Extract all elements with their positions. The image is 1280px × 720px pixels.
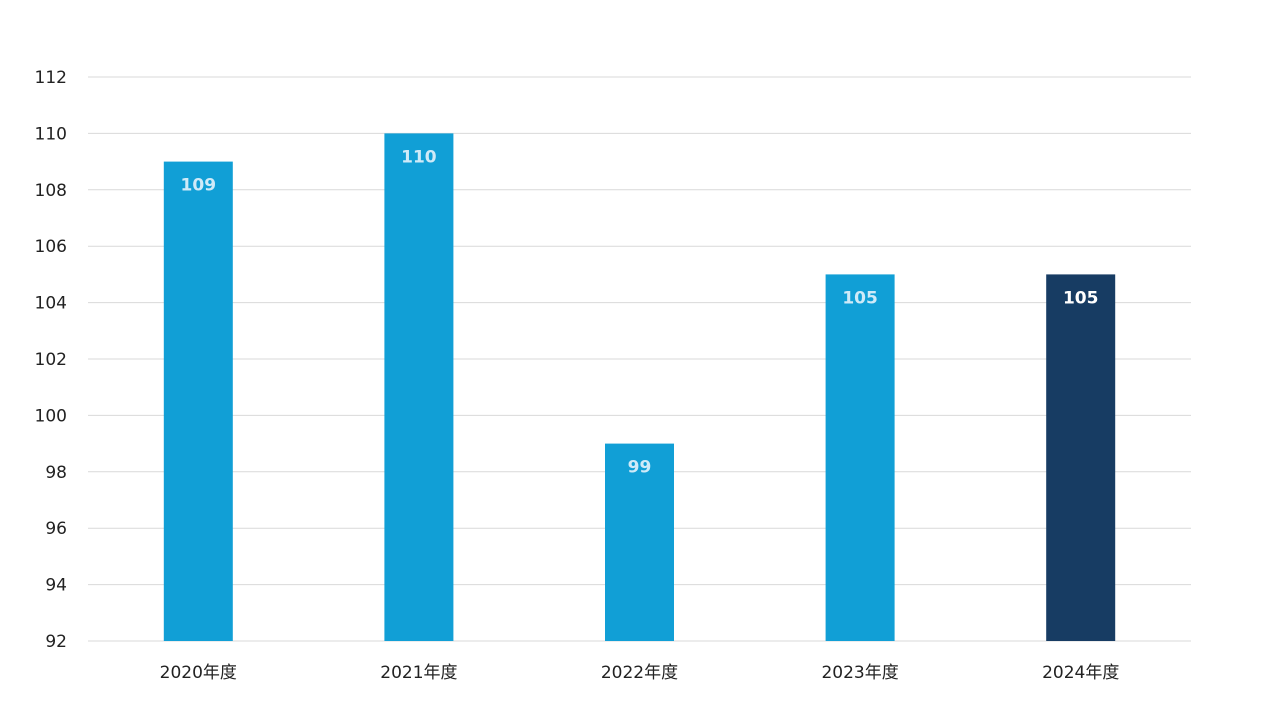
x-tick-label: 2021年度 [380, 663, 457, 683]
bar-value-label: 109 [181, 176, 217, 196]
x-axis-ticks: 2020年度 2021年度 2022年度 2023年度 2024年度 [160, 663, 1120, 683]
bar-value-label: 110 [401, 147, 437, 167]
x-tick-label: 2022年度 [601, 663, 678, 683]
bar [825, 274, 895, 641]
y-tick-label: 102 [35, 350, 67, 370]
bar [1046, 274, 1116, 641]
bar-value-label: 99 [628, 458, 652, 478]
x-tick-label: 2020年度 [160, 663, 237, 683]
data-labels: 109 110 99 105 105 [181, 147, 1099, 477]
y-tick-label: 98 [45, 463, 67, 483]
y-tick-label: 110 [35, 124, 67, 144]
y-tick-label: 94 [45, 576, 67, 596]
y-tick-label: 108 [35, 181, 67, 201]
bars [163, 133, 1116, 641]
gridlines [88, 76, 1191, 642]
y-tick-label: 104 [35, 294, 67, 314]
bar-value-label: 105 [842, 288, 878, 308]
bar-value-label: 105 [1063, 288, 1099, 308]
y-tick-label: 100 [35, 406, 67, 426]
bar [163, 161, 233, 641]
y-tick-label: 92 [45, 632, 67, 652]
y-tick-label: 112 [35, 68, 67, 88]
bar [384, 133, 454, 641]
y-tick-label: 106 [35, 237, 67, 257]
x-tick-label: 2024年度 [1042, 663, 1119, 683]
bar [605, 443, 674, 641]
y-axis-ticks: 92 94 96 98 100 102 104 106 108 110 112 [35, 68, 67, 652]
y-tick-label: 96 [45, 519, 67, 539]
x-tick-label: 2023年度 [821, 663, 898, 683]
